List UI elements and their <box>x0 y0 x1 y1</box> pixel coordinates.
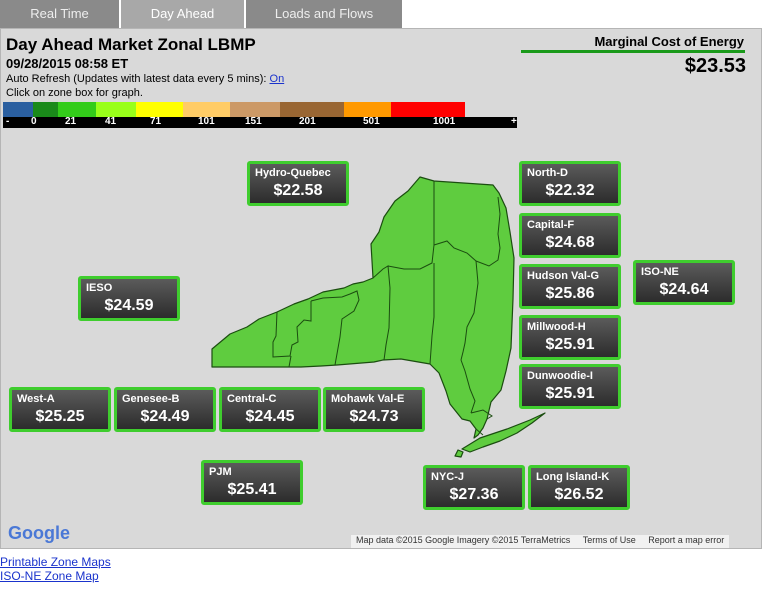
zone-name: Hudson Val-G <box>527 270 600 282</box>
long-island-shape <box>461 412 546 453</box>
printable-zone-maps-link[interactable]: Printable Zone Maps <box>0 555 111 569</box>
page-title: Day Ahead Market Zonal LBMP <box>6 35 256 54</box>
zone-price: $24.73 <box>349 408 399 425</box>
mce-label: Marginal Cost of Energy <box>594 34 744 49</box>
zone-price: $27.36 <box>449 486 499 503</box>
zone-box-iso-ne[interactable]: ISO-NE $24.64 <box>633 260 735 305</box>
google-logo: Google <box>8 523 70 543</box>
auto-refresh-label: Auto Refresh (Updates with latest data e… <box>6 73 267 85</box>
zone-box-millwood-h[interactable]: Millwood-H $25.91 <box>519 315 621 360</box>
price-color-legend: - 0 21 41 71 101 151 201 501 1001 + <box>3 102 517 128</box>
legend-label: 0 <box>31 116 37 127</box>
mce-value: $23.53 <box>684 55 746 77</box>
zone-price: $25.91 <box>545 336 595 353</box>
zone-price: $26.52 <box>554 486 604 503</box>
legend-swatch <box>96 102 136 117</box>
ny-mainland-shape <box>211 176 515 439</box>
zone-price: $22.32 <box>545 182 595 199</box>
legend-label: 101 <box>198 116 215 127</box>
tab-day-ahead[interactable]: Day Ahead <box>121 0 245 28</box>
zone-name: Capital-F <box>527 219 575 231</box>
zone-price: $22.58 <box>273 182 323 199</box>
legend-swatch <box>391 102 465 117</box>
zone-name: Genesee-B <box>122 393 180 405</box>
legend-label: 151 <box>245 116 262 127</box>
map-attribution-bar: Map data ©2015 Google Imagery ©2015 Terr… <box>351 535 730 548</box>
zone-name: Dunwoodie-I <box>527 370 593 382</box>
legend-swatch <box>183 102 230 117</box>
zone-box-dunwoodie-i[interactable]: Dunwoodie-I $25.91 <box>519 364 621 409</box>
zone-name: PJM <box>209 466 232 478</box>
zone-box-long-island-k[interactable]: Long Island-K $26.52 <box>528 465 630 510</box>
report-map-error-link[interactable]: Report a map error <box>648 535 725 545</box>
zone-name: Mohawk Val-E <box>331 393 405 405</box>
zone-price: $25.86 <box>545 285 595 302</box>
zone-name: NYC-J <box>431 471 465 483</box>
zone-box-west-a[interactable]: West-A $25.25 <box>9 387 111 432</box>
legend-label: 1001 <box>433 116 456 127</box>
zone-name: Millwood-H <box>527 321 586 333</box>
zone-name: IESO <box>86 282 113 294</box>
map-panel: Day Ahead Market Zonal LBMP 09/28/2015 0… <box>0 28 762 549</box>
zone-box-genesee-b[interactable]: Genesee-B $24.49 <box>114 387 216 432</box>
zone-price: $25.91 <box>545 385 595 402</box>
zone-box-hydro-quebec[interactable]: Hydro-Quebec $22.58 <box>247 161 349 206</box>
market-datetime: 09/28/2015 08:58 ET <box>6 56 129 71</box>
legend-swatch <box>344 102 391 117</box>
legend-swatch <box>58 102 96 117</box>
map-data-attribution: Map data ©2015 Google Imagery ©2015 Terr… <box>356 535 571 545</box>
legend-label: - <box>6 116 10 127</box>
tab-loads-and-flows[interactable]: Loads and Flows <box>246 0 403 28</box>
legend-label: 501 <box>363 116 380 127</box>
zone-name: Hydro-Quebec <box>255 167 331 179</box>
tab-real-time[interactable]: Real Time <box>0 0 120 28</box>
legend-swatches <box>3 102 517 117</box>
legend-swatch <box>230 102 280 117</box>
legend-label: 21 <box>65 116 77 127</box>
legend-swatch <box>3 102 33 117</box>
zone-price: $24.64 <box>659 281 709 298</box>
zone-name: West-A <box>17 393 55 405</box>
auto-refresh-line: Auto Refresh (Updates with latest data e… <box>6 73 284 85</box>
tab-bar: Real Time Day Ahead Loads and Flows <box>0 0 770 28</box>
zone-box-hudson-val-g[interactable]: Hudson Val-G $25.86 <box>519 264 621 309</box>
iso-ne-zone-map-link[interactable]: ISO-NE Zone Map <box>0 569 99 583</box>
zone-price: $24.59 <box>104 297 154 314</box>
zone-price: $25.41 <box>227 481 277 498</box>
staten-island-shape <box>454 449 464 458</box>
terms-of-use-link[interactable]: Terms of Use <box>582 535 636 545</box>
legend-label: 71 <box>150 116 162 127</box>
zone-name: ISO-NE <box>641 266 679 278</box>
legend-swatch <box>136 102 183 117</box>
click-hint: Click on zone box for graph. <box>6 87 143 99</box>
zone-price: $24.45 <box>245 408 295 425</box>
zone-price: $24.49 <box>140 408 190 425</box>
zone-box-mohawk-val-e[interactable]: Mohawk Val-E $24.73 <box>323 387 425 432</box>
legend-label: 201 <box>299 116 316 127</box>
zone-name: North-D <box>527 167 568 179</box>
zone-price: $25.25 <box>35 408 85 425</box>
zone-box-north-d[interactable]: North-D $22.32 <box>519 161 621 206</box>
mce-underline <box>521 50 745 53</box>
zone-box-central-c[interactable]: Central-C $24.45 <box>219 387 321 432</box>
zone-box-ieso[interactable]: IESO $24.59 <box>78 276 180 321</box>
zone-name: Central-C <box>227 393 277 405</box>
legend-swatch <box>33 102 58 117</box>
ny-state-map <box>211 176 546 458</box>
legend-label: + <box>511 116 517 127</box>
zone-box-pjm[interactable]: PJM $25.41 <box>201 460 303 505</box>
legend-swatch <box>280 102 344 117</box>
auto-refresh-toggle-link[interactable]: On <box>269 73 285 85</box>
legend-labels: - 0 21 41 71 101 151 201 501 1001 + <box>3 116 517 128</box>
zone-box-nyc-j[interactable]: NYC-J $27.36 <box>423 465 525 510</box>
zone-price: $24.68 <box>545 234 595 251</box>
zone-name: Long Island-K <box>536 471 610 483</box>
zone-box-capital-f[interactable]: Capital-F $24.68 <box>519 213 621 258</box>
legend-label: 41 <box>105 116 117 127</box>
